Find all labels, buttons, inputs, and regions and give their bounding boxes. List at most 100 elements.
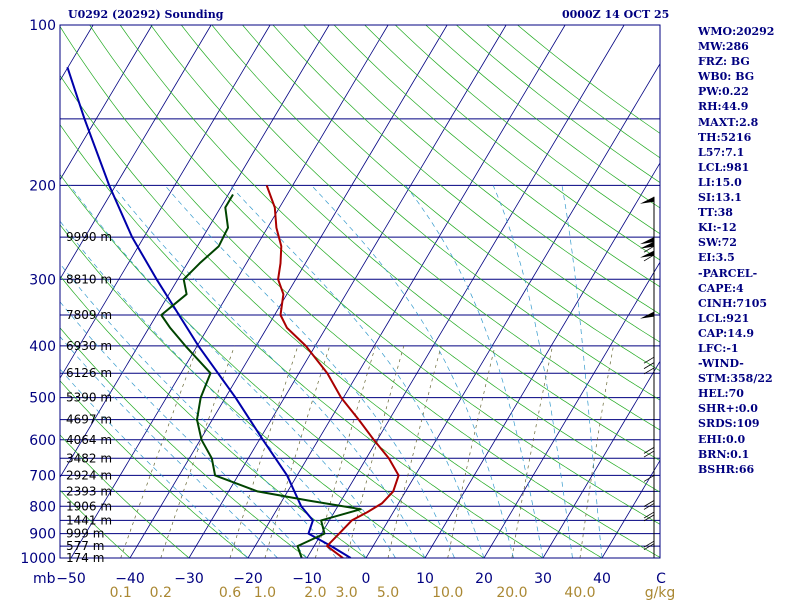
isotherm-line (365, 63, 660, 558)
height-level-label: 9990 m (66, 230, 112, 244)
wind-barb-pennant (640, 196, 654, 204)
dry-adiabat-line (272, 25, 660, 343)
temperature-tick-label: 0 (362, 571, 371, 587)
chart-datetime: 0000Z 14 OCT 25 (562, 8, 670, 21)
mixing-ratio-label: 20.0 (496, 585, 527, 600)
temperature-tick-label: 20 (475, 571, 493, 587)
dry-adiabat-line (60, 434, 190, 558)
index-item: SI:13.1 (698, 191, 742, 205)
temperature-tick-label: −10 (292, 571, 322, 587)
pressure-tick-label: 200 (29, 178, 56, 194)
height-level-label: 1906 m (66, 499, 112, 513)
height-level-label: 1441 m (66, 513, 112, 527)
index-item: EI:3.5 (698, 251, 735, 265)
temperature-tick-label: −50 (56, 571, 86, 587)
height-level-label: 4697 m (66, 413, 112, 427)
isotherm-line (247, 25, 566, 558)
moist-adiabat-line (311, 185, 514, 558)
index-item: FRZ: BG (698, 55, 750, 69)
temperature-tick-label: 30 (534, 571, 552, 587)
wind-barb-feather (643, 254, 655, 262)
wind-barb-feather (643, 475, 655, 482)
dry-adiabat-line (242, 25, 660, 372)
height-level-label: 999 m (66, 527, 104, 541)
pressure-tick-label: 300 (29, 272, 56, 288)
mixing-ratio-label: 3.0 (335, 585, 357, 600)
mixing-ratio-label: 40.0 (564, 585, 595, 600)
dry-adiabat-line (303, 25, 660, 315)
isotherm-line (483, 261, 660, 558)
mixing-ratio-label: 5.0 (377, 585, 399, 600)
height-level-label: 6930 m (66, 339, 112, 353)
mixing-ratio-line (315, 345, 376, 558)
mixing-ratio-line (579, 345, 614, 558)
height-level-label: 7809 m (66, 308, 112, 322)
height-level-label: 8810 m (66, 272, 112, 286)
pressure-tick-label: 400 (29, 339, 56, 355)
mixing-ratio-label: 2.0 (304, 585, 326, 600)
mixing-ratio-line (511, 345, 553, 558)
isotherm-line (60, 25, 212, 280)
pressure-tick-label: 1000 (20, 551, 56, 567)
index-item: CAPE:4 (698, 281, 744, 295)
dewpoint-line (160, 193, 362, 558)
index-item: SW:72 (698, 236, 737, 250)
wind-barb-feather (643, 514, 655, 522)
wind-barb-pennant (640, 237, 654, 245)
isotherm-line (542, 360, 660, 558)
mixing-ratio-line (120, 345, 199, 558)
index-item: BSHR:66 (698, 462, 755, 476)
index-item: LCL:981 (698, 160, 750, 174)
index-item: CAP:14.9 (698, 326, 755, 340)
dry-adiabat-line (60, 25, 660, 558)
temperature-tick-label: −40 (115, 571, 145, 587)
moist-adiabat-line (164, 185, 455, 558)
index-item: TH:5216 (698, 130, 752, 144)
moist-adiabat-line (60, 301, 308, 558)
chart-title: U0292 (20292) Sounding (68, 8, 224, 21)
moist-adiabat-line (405, 185, 544, 558)
dry-adiabat-line (60, 74, 603, 558)
wind-barb-feather (643, 356, 655, 364)
pressure-tick-label: 100 (29, 18, 56, 34)
moist-adiabat-line (492, 185, 573, 558)
isotherm-line (60, 25, 271, 379)
height-level-label: 6126 m (66, 366, 112, 380)
index-item: LI:15.0 (698, 175, 742, 189)
temperature-tick-label: 10 (416, 571, 434, 587)
moist-adiabat-line (60, 368, 249, 558)
isotherm-line (188, 25, 507, 558)
index-item: PW:0.22 (698, 85, 749, 99)
index-item: LFC:-1 (698, 341, 739, 355)
wind-barb-feather (643, 245, 655, 253)
index-item: -PARCEL- (698, 266, 758, 280)
index-item: MAXT:2.8 (698, 115, 759, 129)
mixing-ratio-label: 0.2 (150, 585, 172, 600)
isotherm-line (70, 25, 389, 558)
pressure-tick-label: 600 (29, 433, 56, 449)
dry-adiabat-line (60, 173, 485, 558)
mixing-ratio-line (387, 345, 442, 558)
plot-frame (59, 24, 661, 559)
moist-adiabat-line (229, 185, 485, 558)
index-item: KI:-12 (698, 221, 737, 235)
mixing-ratio-line (160, 345, 235, 558)
wind-barb-pennant (640, 241, 654, 249)
wind-barb-feather (643, 450, 655, 458)
temperature-tick-label: 40 (593, 571, 611, 587)
mixing-ratio-label: 1.0 (254, 585, 276, 600)
height-level-label: 174 m (66, 551, 104, 565)
dry-adiabat-line (89, 25, 660, 525)
pressure-tick-label: 500 (29, 391, 56, 407)
dry-adiabat-line (180, 25, 660, 431)
index-item: CINH:7105 (698, 296, 768, 310)
dry-adiabat-line (60, 275, 367, 558)
index-item: STM:358/22 (698, 372, 773, 386)
index-item: MW:286 (698, 40, 749, 54)
mixing-ratio-label: 0.6 (219, 585, 241, 600)
wind-barbs (640, 196, 655, 558)
wind-barb-feather (643, 447, 655, 454)
moist-adiabat-line (112, 185, 426, 558)
wind-barb-feather (643, 367, 655, 375)
